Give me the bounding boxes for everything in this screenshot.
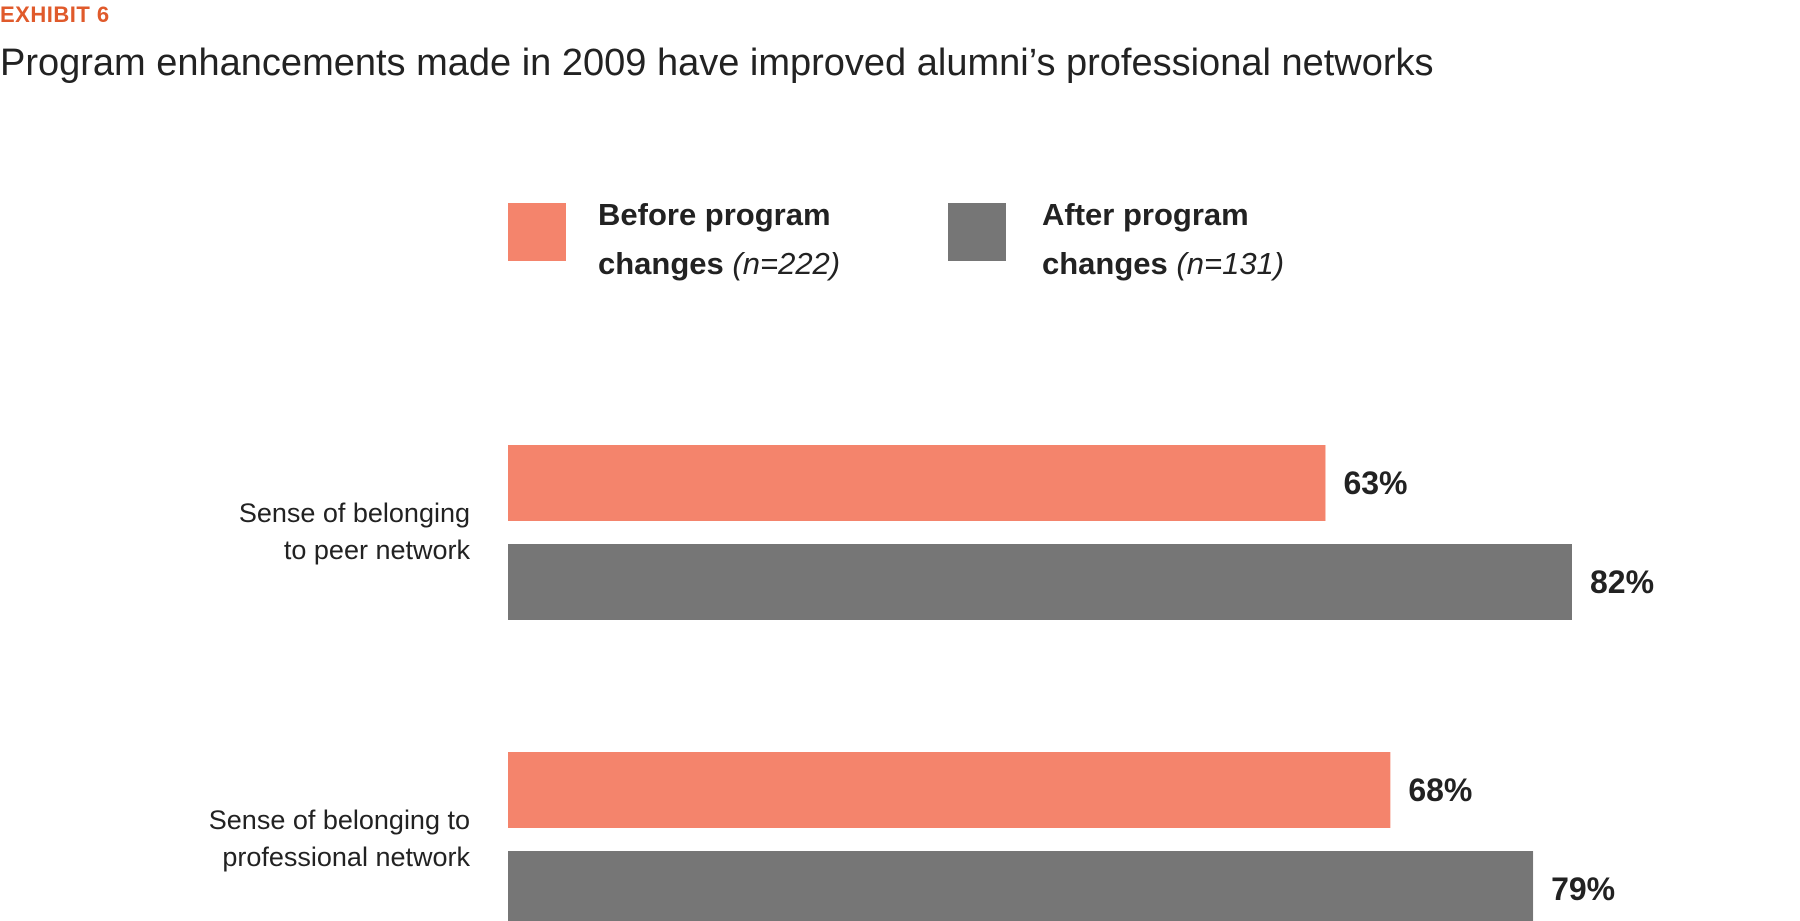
exhibit-label: EXHIBIT 6 bbox=[0, 2, 110, 27]
category-label-professional-line2: professional network bbox=[222, 842, 470, 872]
legend-n-after: (n=131) bbox=[1176, 246, 1285, 281]
category-label-professional: Sense of belonging to professional netwo… bbox=[0, 802, 470, 876]
legend-n-before: (n=222) bbox=[732, 246, 841, 281]
value-label-after-professional: 79% bbox=[1551, 871, 1615, 907]
legend-label-after-line1: After program bbox=[1042, 197, 1249, 232]
value-label-after-peer: 82% bbox=[1590, 564, 1654, 600]
bar-after-peer bbox=[508, 544, 1572, 620]
legend: Before program changes (n=222) After pro… bbox=[0, 190, 1800, 300]
legend-swatch-before bbox=[508, 203, 566, 261]
category-label-professional-line1: Sense of belonging to bbox=[208, 805, 470, 835]
bar-before-peer bbox=[508, 445, 1326, 521]
legend-swatch-after bbox=[948, 203, 1006, 261]
legend-label-after-line2: changes bbox=[1042, 246, 1168, 281]
category-label-peer-line1: Sense of belonging bbox=[238, 498, 470, 528]
legend-label-before-line2: changes bbox=[598, 246, 724, 281]
value-label-before-professional: 68% bbox=[1408, 772, 1472, 808]
category-label-peer: Sense of belonging to peer network bbox=[0, 495, 470, 569]
category-label-peer-line2: to peer network bbox=[283, 535, 470, 565]
chart-title: Program enhancements made in 2009 have i… bbox=[0, 42, 1434, 84]
bar-before-professional bbox=[508, 752, 1391, 828]
bar-after-professional bbox=[508, 851, 1534, 921]
legend-text-before: Before program changes (n=222) bbox=[598, 190, 840, 288]
legend-text-after: After program changes (n=131) bbox=[1042, 190, 1284, 288]
value-label-before-peer: 63% bbox=[1343, 465, 1407, 501]
legend-label-before-line1: Before program bbox=[598, 197, 831, 232]
